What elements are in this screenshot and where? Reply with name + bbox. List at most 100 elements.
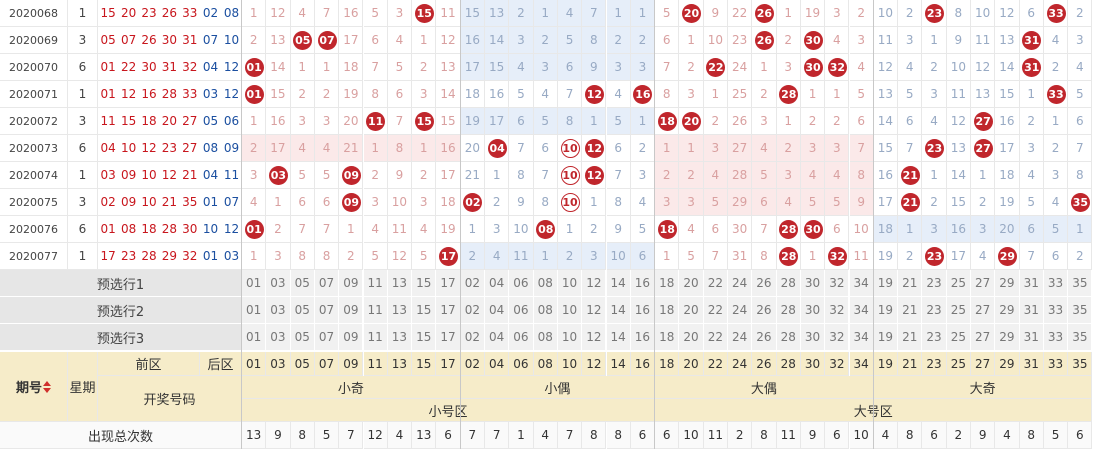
trend-cell: 2 bbox=[460, 243, 485, 270]
trend-cell: 2 bbox=[509, 0, 534, 27]
trend-cell: 1 bbox=[922, 162, 947, 189]
trend-cell: 20 bbox=[460, 135, 485, 162]
column-number: 24 bbox=[728, 352, 753, 376]
trend-cell: 13 bbox=[971, 81, 996, 108]
back-number: 03 bbox=[200, 81, 221, 108]
trend-cell: 9 bbox=[606, 216, 631, 243]
trend-cell: 2 bbox=[314, 81, 340, 108]
trend-cell: 2 bbox=[412, 162, 437, 189]
front-number: 05 bbox=[98, 27, 119, 54]
preselect-number: 24 bbox=[728, 297, 753, 324]
preselect-number: 31 bbox=[1019, 270, 1044, 297]
trend-cell: 17 bbox=[436, 162, 461, 189]
trend-cell: 1 bbox=[412, 27, 437, 54]
trend-cell: 2 bbox=[898, 243, 923, 270]
trend-cell: 3 bbox=[922, 216, 947, 243]
trend-cell: 3 bbox=[242, 162, 267, 189]
column-number: 29 bbox=[995, 352, 1020, 376]
ball: 31 bbox=[1022, 31, 1042, 50]
preselect-number: 05 bbox=[290, 324, 315, 351]
trend-cell: 14 bbox=[436, 81, 461, 108]
trend-cell: 5 bbox=[679, 243, 704, 270]
preselect-number: 10 bbox=[557, 297, 583, 324]
trend-cell: 5 bbox=[363, 243, 388, 270]
ball: 12 bbox=[584, 139, 604, 158]
preselect-number: 32 bbox=[825, 297, 850, 324]
front-number: 01 bbox=[98, 54, 119, 81]
preselect-number: 08 bbox=[533, 324, 558, 351]
trend-cell: 15 bbox=[946, 189, 971, 216]
ball: 03 bbox=[268, 166, 288, 185]
trend-cell: 1 bbox=[460, 216, 485, 243]
total-count: 6 bbox=[922, 422, 947, 449]
front-number: 30 bbox=[138, 54, 160, 81]
trend-cell: 28 bbox=[728, 162, 753, 189]
front-number: 23 bbox=[159, 135, 180, 162]
front-number: 31 bbox=[159, 54, 180, 81]
sort-icon[interactable] bbox=[43, 380, 51, 393]
preselect-number: 14 bbox=[606, 297, 631, 324]
trend-cell: 31 bbox=[728, 243, 753, 270]
column-number: 09 bbox=[339, 352, 364, 376]
zone-label: 小号区 bbox=[242, 399, 656, 422]
trend-cell: 6 bbox=[606, 135, 631, 162]
front-number: 09 bbox=[118, 189, 139, 216]
column-number: 26 bbox=[752, 352, 777, 376]
trend-cell: 9 bbox=[509, 189, 534, 216]
preselect-number: 26 bbox=[752, 270, 777, 297]
weekday: 6 bbox=[68, 54, 98, 81]
trend-cell: 24 bbox=[728, 54, 753, 81]
trend-cell: 1 bbox=[290, 54, 315, 81]
trend-cell: 7 bbox=[752, 216, 777, 243]
column-number: 34 bbox=[849, 352, 874, 376]
trend-cell: 10 bbox=[946, 54, 971, 81]
total-count: 5 bbox=[314, 422, 340, 449]
trend-cell: 7 bbox=[533, 162, 558, 189]
front-number: 01 bbox=[98, 216, 119, 243]
preselect-number: 29 bbox=[995, 270, 1020, 297]
trend-cell: 2 bbox=[582, 216, 607, 243]
period-header[interactable]: 期号 bbox=[0, 352, 68, 422]
preselect-number: 13 bbox=[387, 324, 413, 351]
ball: 17 bbox=[439, 247, 459, 266]
trend-cell: 1 bbox=[679, 135, 704, 162]
back-number: 05 bbox=[200, 108, 221, 135]
trend-cell: 14 bbox=[485, 27, 510, 54]
preselect-number: 17 bbox=[436, 297, 461, 324]
back-number: 08 bbox=[221, 0, 242, 27]
trend-cell: 17 bbox=[485, 108, 510, 135]
back-number: 10 bbox=[221, 27, 242, 54]
weekday: 1 bbox=[68, 162, 98, 189]
trend-cell: 8 bbox=[752, 243, 777, 270]
trend-cell: 1 bbox=[1019, 81, 1044, 108]
trend-cell: 3 bbox=[898, 27, 923, 54]
weekday: 6 bbox=[68, 135, 98, 162]
trend-cell: 5 bbox=[703, 189, 728, 216]
preselect-number: 21 bbox=[898, 297, 923, 324]
total-count: 7 bbox=[485, 422, 510, 449]
preselect-number: 27 bbox=[971, 270, 996, 297]
back-number: 04 bbox=[200, 54, 221, 81]
trend-cell: 5 bbox=[1068, 81, 1093, 108]
trend-cell: 12 bbox=[971, 54, 996, 81]
column-number: 20 bbox=[679, 352, 704, 376]
preselect-number: 06 bbox=[509, 297, 534, 324]
preselect-number: 09 bbox=[339, 270, 364, 297]
trend-cell: 6 bbox=[533, 135, 558, 162]
total-count: 7 bbox=[339, 422, 364, 449]
preselect-number: 06 bbox=[509, 270, 534, 297]
group-separator bbox=[459, 0, 461, 449]
trend-cell: 17 bbox=[946, 243, 971, 270]
trend-cell: 8 bbox=[557, 108, 583, 135]
period: 2020069 bbox=[0, 27, 68, 54]
trend-cell: 2 bbox=[1043, 135, 1069, 162]
preselect-number: 10 bbox=[557, 324, 583, 351]
preselect-number: 28 bbox=[776, 324, 801, 351]
trend-cell: 19 bbox=[460, 108, 485, 135]
preselect-number: 10 bbox=[557, 270, 583, 297]
trend-cell: 2 bbox=[776, 135, 801, 162]
column-number: 19 bbox=[873, 352, 899, 376]
group-separator bbox=[654, 0, 656, 449]
preselect-number: 26 bbox=[752, 297, 777, 324]
ball: 01 bbox=[244, 58, 264, 77]
